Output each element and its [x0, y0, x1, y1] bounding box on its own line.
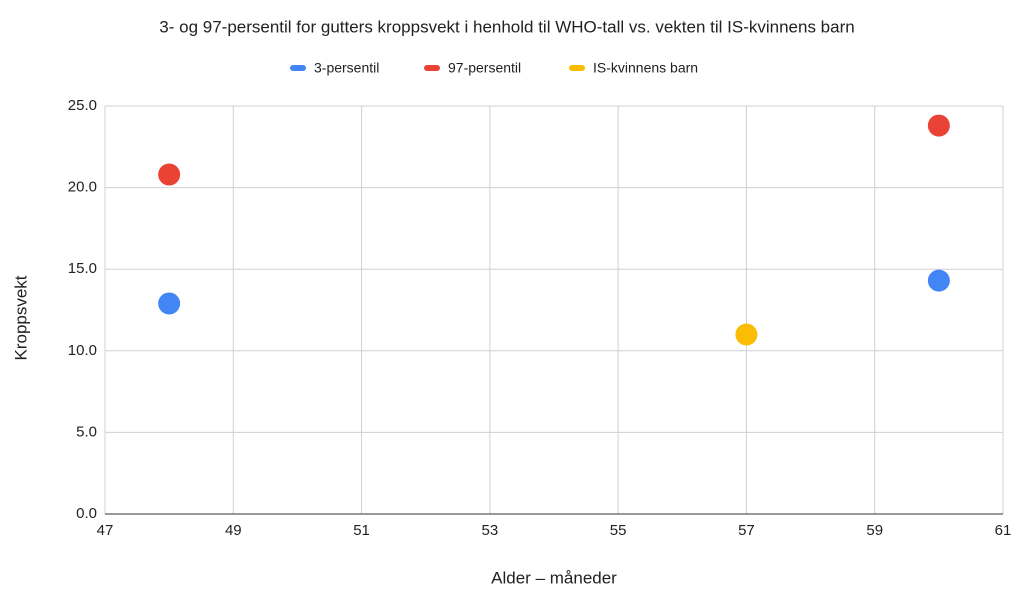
- y-tick-label: 10.0: [68, 342, 97, 359]
- x-tick-label: 49: [225, 522, 242, 539]
- x-axis-label: Alder – måneder: [491, 568, 617, 587]
- y-tick-label: 0.0: [76, 505, 97, 522]
- y-axis-label: Kroppsvekt: [11, 275, 30, 360]
- x-tick-label: 55: [610, 522, 627, 539]
- x-tick-label: 51: [353, 522, 370, 539]
- legend-label: 97-persentil: [448, 60, 521, 76]
- legend-label: IS-kvinnens barn: [593, 60, 698, 76]
- legend-swatch: [290, 65, 306, 71]
- x-tick-label: 47: [97, 522, 114, 539]
- y-tick-label: 25.0: [68, 97, 97, 114]
- y-tick-label: 15.0: [68, 260, 97, 277]
- point: [927, 269, 950, 292]
- x-tick-label: 61: [995, 522, 1012, 539]
- x-tick-label: 57: [738, 522, 755, 539]
- x-tick-label: 53: [482, 522, 499, 539]
- chart-title: 3- og 97-persentil for gutters kroppsvek…: [159, 17, 854, 36]
- legend-label: 3-persentil: [314, 60, 379, 76]
- x-tick-label: 59: [866, 522, 883, 539]
- legend-swatch: [569, 65, 585, 71]
- y-tick-label: 20.0: [68, 179, 97, 196]
- point: [158, 163, 181, 186]
- point: [158, 292, 181, 315]
- legend-swatch: [424, 65, 440, 71]
- point: [735, 323, 758, 346]
- y-tick-label: 5.0: [76, 423, 97, 440]
- point: [927, 114, 950, 137]
